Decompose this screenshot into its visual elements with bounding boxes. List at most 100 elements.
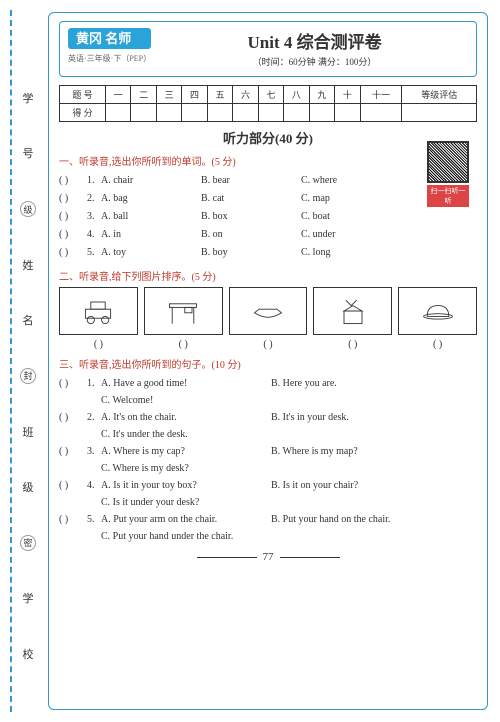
picture-row [59,287,477,335]
option-b: B. Put your hand on the chair. [271,512,477,528]
question-row: ( )1.A. Have a good time!B. Here you are… [59,375,477,393]
q-num: 3. [87,444,101,460]
table-header: 等级评估 [402,86,477,104]
blank[interactable]: ( ) [229,339,308,350]
table-header: 十 [335,86,360,104]
table-header: 八 [284,86,309,104]
score-cell[interactable] [233,104,258,122]
option-b: B. boy [201,245,301,261]
label: 姓 [23,257,34,273]
option-a: A. Have a good time! [101,376,271,392]
blank[interactable]: ( ) [59,339,138,350]
label: 号 [23,145,34,161]
q-num: 5. [87,245,101,261]
option-b: B. box [201,209,301,225]
answer-blank[interactable]: ( ) [59,245,87,261]
option-c: C. Welcome! [59,393,477,409]
option-a: A. Is it in your toy box? [101,478,271,494]
question-row: ( )3.A. ballB. boxC. boat [59,208,477,226]
question-row: ( )5.A. Put your arm on the chair.B. Put… [59,511,477,529]
option-a: A. bag [101,191,201,207]
header-box: 黄冈 名师 英语·三年级·下（PEP） Unit 4 综合测评卷 （时间：60分… [59,21,477,77]
answer-blank[interactable]: ( ) [59,376,87,392]
answer-blank[interactable]: ( ) [59,191,87,207]
listening-title: 听力部分(40 分) [59,128,477,147]
answer-blank[interactable]: ( ) [59,478,87,494]
option-c: C. Is it under your desk? [59,495,477,511]
paper-title: Unit 4 综合测评卷 [161,28,468,53]
q-num: 1. [87,173,101,189]
option-a: A. chair [101,173,201,189]
section-2-title: 二、听录音,给下列图片排序。(5 分) [59,268,477,283]
label: 学 [23,590,34,606]
score-cell[interactable] [131,104,156,122]
label: 班 [23,424,34,440]
label: 学 [23,90,34,106]
label: 名 [23,312,34,328]
question-row: ( )4.A. inB. onC. under [59,226,477,244]
pic-boat [229,287,308,335]
answer-blank[interactable]: ( ) [59,444,87,460]
option-a: A. It's on the chair. [101,410,271,426]
fold-line [10,10,12,712]
page-content: 黄冈 名师 英语·三年级·下（PEP） Unit 4 综合测评卷 （时间：60分… [48,12,488,710]
section-1-title: 一、听录音,选出你所听到的单词。(5 分) [59,153,477,168]
option-a: A. ball [101,209,201,225]
book-info: 英语·三年级·下（PEP） [68,53,151,64]
paper-subtitle: （时间：60分钟 满分：100分） [161,55,468,68]
picture-blanks: ( ) ( ) ( ) ( ) ( ) [59,339,477,350]
seal-circle: 级 [20,201,36,217]
option-a: A. in [101,227,201,243]
option-c: C. boat [301,209,477,225]
answer-blank[interactable]: ( ) [59,227,87,243]
option-c: C. long [301,245,477,261]
score-cell[interactable] [207,104,232,122]
option-a: A. Where is my cap? [101,444,271,460]
score-cell[interactable] [105,104,130,122]
answer-blank[interactable]: ( ) [59,173,87,189]
table-header: 六 [233,86,258,104]
score-cell[interactable] [284,104,309,122]
label: 校 [23,646,34,662]
q-num: 1. [87,376,101,392]
score-cell[interactable] [335,104,360,122]
q-num: 4. [87,227,101,243]
question-row: ( )3.A. Where is my cap?B. Where is my m… [59,443,477,461]
pic-car [59,287,138,335]
q-num: 2. [87,191,101,207]
option-b: B. Is it on your chair? [271,478,477,494]
option-a: A. toy [101,245,201,261]
table-header: 九 [309,86,334,104]
binding-labels: 学 号 级 姓 名 封 班 级 密 学 校 [18,70,38,682]
question-row: ( )2.A. It's on the chair.B. It's in you… [59,409,477,427]
option-b: B. Where is my map? [271,444,477,460]
score-cell[interactable] [156,104,181,122]
score-cell[interactable] [402,104,477,122]
qr-code [427,141,469,183]
score-cell[interactable] [360,104,402,122]
question-row: ( )5.A. toyB. boyC. long [59,244,477,262]
q-num: 4. [87,478,101,494]
score-cell[interactable] [258,104,283,122]
pic-desk [144,287,223,335]
score-cell[interactable] [182,104,207,122]
option-b: B. It's in your desk. [271,410,477,426]
blank[interactable]: ( ) [398,339,477,350]
q-num: 2. [87,410,101,426]
option-c: C. under [301,227,477,243]
pic-cap [398,287,477,335]
answer-blank[interactable]: ( ) [59,512,87,528]
answer-blank[interactable]: ( ) [59,410,87,426]
blank[interactable]: ( ) [144,339,223,350]
brand-badge: 黄冈 名师 [68,28,151,49]
q-num: 3. [87,209,101,225]
option-c: C. Put your hand under the chair. [59,529,477,545]
table-header: 题 号 [60,86,106,104]
table-header: 三 [156,86,181,104]
seal-circle: 密 [20,535,36,551]
score-cell[interactable] [309,104,334,122]
blank[interactable]: ( ) [313,339,392,350]
option-b: B. on [201,227,301,243]
answer-blank[interactable]: ( ) [59,209,87,225]
option-a: A. Put your arm on the chair. [101,512,271,528]
